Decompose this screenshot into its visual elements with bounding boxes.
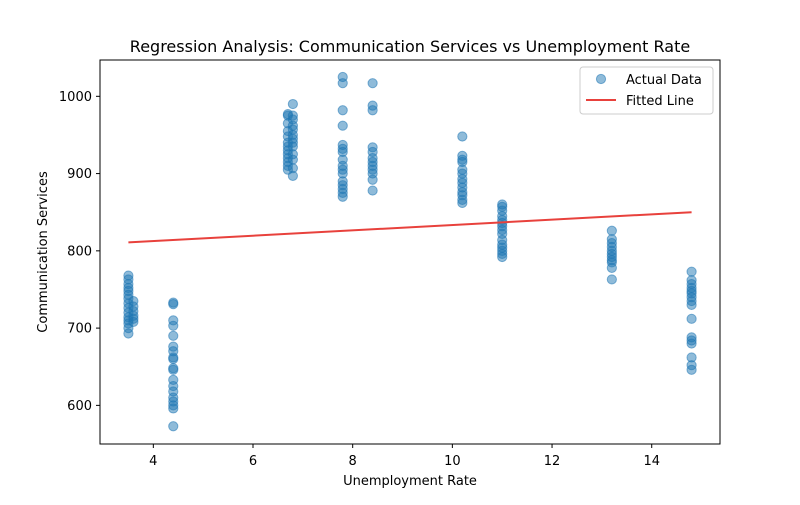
legend-label-fitted: Fitted Line bbox=[626, 94, 694, 109]
x-tick-label: 14 bbox=[643, 454, 660, 469]
scatter-point bbox=[168, 403, 179, 414]
scatter-point bbox=[367, 185, 378, 196]
plot-frame bbox=[99, 59, 721, 445]
scatter-point bbox=[168, 421, 179, 432]
scatter-point bbox=[686, 338, 697, 349]
scatter-point bbox=[686, 313, 697, 324]
x-axis-label: Unemployment Rate bbox=[343, 474, 477, 489]
y-axis-label: Communication Services bbox=[36, 171, 51, 333]
scatter-point bbox=[337, 191, 348, 202]
x-axis-ticks: 4 6 8 10 12 14 bbox=[149, 444, 660, 469]
scatter-point bbox=[606, 274, 617, 285]
scatter-point bbox=[168, 330, 179, 341]
scatter-point bbox=[367, 78, 378, 89]
x-tick-label: 12 bbox=[544, 454, 561, 469]
plot-background bbox=[100, 60, 720, 444]
x-tick-label: 8 bbox=[349, 454, 357, 469]
scatter-point bbox=[128, 316, 139, 328]
scatter-point bbox=[287, 98, 298, 110]
scatter-point bbox=[686, 266, 697, 277]
scatter-point bbox=[457, 197, 468, 209]
scatter-point bbox=[497, 251, 508, 263]
x-tick-label: 4 bbox=[149, 454, 157, 469]
scatter-point bbox=[123, 328, 134, 339]
y-axis-ticks: 600 700 800 900 1000 bbox=[59, 90, 100, 414]
scatter-point bbox=[168, 364, 179, 375]
scatter-point bbox=[168, 353, 179, 365]
fitted-line bbox=[128, 211, 692, 244]
scatter-point bbox=[287, 170, 298, 181]
scatter-point bbox=[686, 364, 697, 375]
scatter-point bbox=[686, 299, 697, 311]
scatter-point bbox=[367, 105, 378, 116]
scatter-points bbox=[123, 71, 697, 432]
y-tick-label: 900 bbox=[67, 167, 92, 182]
scatter-point bbox=[287, 154, 298, 165]
scatter-point bbox=[457, 131, 468, 142]
x-tick-label: 10 bbox=[444, 454, 461, 469]
scatter-point bbox=[367, 174, 378, 185]
fitted-line-layer bbox=[128, 211, 692, 244]
scatter-point bbox=[337, 120, 348, 131]
legend-scatter-marker bbox=[595, 73, 607, 85]
scatter-point bbox=[168, 320, 179, 331]
legend-box bbox=[579, 66, 714, 115]
scatter-point bbox=[337, 105, 348, 116]
scatter-point bbox=[337, 78, 348, 89]
legend-label-actual: Actual Data bbox=[626, 73, 702, 88]
y-tick-label: 700 bbox=[67, 322, 92, 337]
scatter-point bbox=[606, 262, 617, 273]
chart-title: Regression Analysis: Communication Servi… bbox=[130, 37, 690, 56]
x-tick-label: 6 bbox=[249, 454, 257, 469]
scatter-point bbox=[168, 299, 179, 310]
plot-area bbox=[99, 59, 721, 445]
y-tick-label: 600 bbox=[67, 399, 92, 414]
y-tick-label: 1000 bbox=[59, 90, 92, 105]
y-tick-label: 800 bbox=[67, 244, 92, 259]
legend: Actual Data Fitted Line bbox=[579, 66, 714, 115]
scatter-point bbox=[606, 225, 617, 236]
